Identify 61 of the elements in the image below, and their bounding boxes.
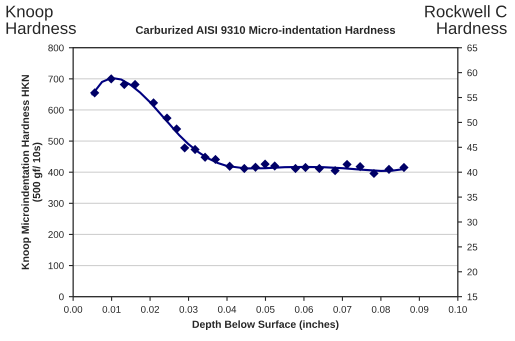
x-tick-label: 0.06 [294,306,313,313]
point [369,168,379,178]
x-tick-label: 0.05 [256,306,275,313]
y-tick-label: 700 [48,76,64,82]
x-tick-label: 0.09 [410,306,428,313]
point [300,162,310,172]
point [180,143,190,153]
y-tick-label: 300 [48,200,64,207]
x-tick-label: 0.03 [179,306,198,313]
y2-tick-label: 30 [467,218,478,226]
point [106,74,116,84]
point [162,113,172,123]
y2-tick-label: 65 [467,44,478,52]
point [90,88,100,98]
y2-tick-label: 15 [468,294,478,300]
y2-tick-label: 60 [467,69,478,76]
point [200,152,210,162]
chart-title: Carburized AISI 9310 Micro-indentation Hardness [136,26,396,34]
point [130,80,140,90]
y2-tick-label: 50 [467,119,478,126]
y-tick-label: 200 [48,231,64,238]
x-tick-label: 0.08 [372,306,390,313]
x-tick-label: 0.04 [218,306,236,313]
y2-tick-label: 45 [467,144,478,151]
y-tick-label: 100 [48,262,64,270]
y2-axis-title: Rockwell C Hardness [425,5,507,34]
y-tick-label: 0 [59,293,64,300]
text: Knoop Hardness [6,6,76,34]
y-tick-label: 600 [48,106,64,114]
y2-tick-label: 35 [467,194,478,201]
point [399,162,409,172]
point [148,98,158,108]
x-tick-label: 0.07 [333,306,352,313]
y-tick-label: 500 [48,138,64,145]
point [260,160,270,169]
x-tick-label: 0.00 [64,306,82,313]
x-tick-label: 0.10 [448,306,467,313]
point [356,162,365,172]
y-axis-title: Knoop Microindentation Hardness HKN (500 gf/ 10s) [21,75,42,270]
y2-tick-label: 55 [467,94,478,102]
point [290,164,300,174]
y2-tick-label: 40 [467,168,478,176]
point [120,80,129,90]
point [330,166,340,176]
point [270,161,280,171]
y2-tick-label: 20 [467,268,478,276]
point [190,144,200,154]
y-tick-label: 800 [48,44,64,52]
point [250,162,260,172]
y2-tick-label: 25 [467,244,478,251]
point [210,154,220,164]
y-tick-label: 400 [48,168,64,176]
point [314,164,324,174]
point [240,164,249,174]
x-axis-title: Depth Below Surface (inches) [192,320,338,330]
x-tick-label: 0.01 [102,306,121,313]
point [384,164,394,174]
point [172,124,182,134]
x-tick-label: 0.02 [140,306,160,313]
point [342,160,352,170]
point [225,162,234,171]
